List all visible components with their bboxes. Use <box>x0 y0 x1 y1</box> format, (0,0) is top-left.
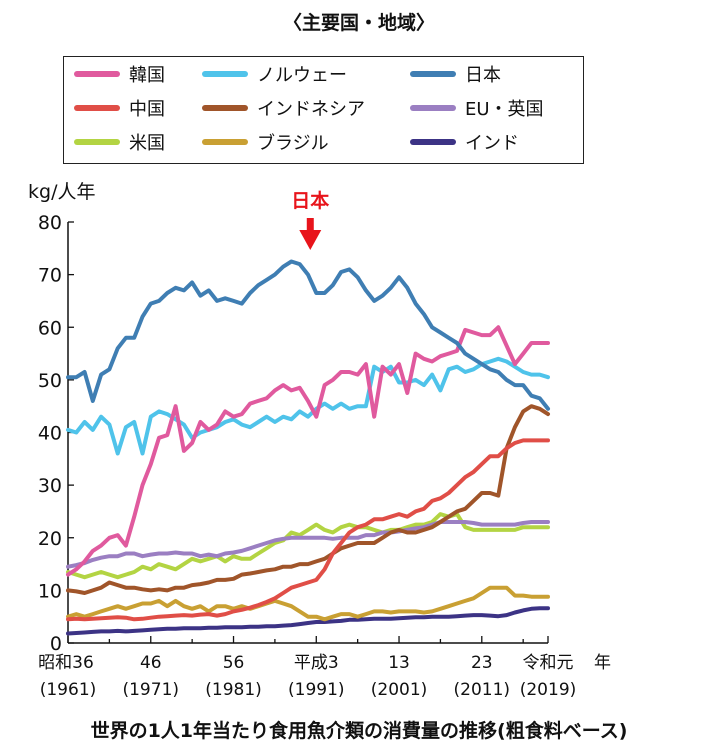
series-line <box>66 520 550 569</box>
legend-item: インドネシア <box>202 95 365 121</box>
legend-item: 日本 <box>410 61 501 87</box>
legend-item: 韓国 <box>74 61 165 87</box>
x-tick-label: 56 <box>223 653 245 673</box>
legend-swatch <box>410 139 456 145</box>
legend-swatch <box>202 105 248 111</box>
chart-caption: 世界の1人1年当たり食用魚介類の消費量の推移(粗食料ベース) <box>90 720 628 742</box>
series-line <box>66 606 550 636</box>
legend-label: ブラジル <box>257 133 329 154</box>
y-tick-label: 20 <box>38 528 62 550</box>
y-tick-label: 40 <box>38 423 62 445</box>
legend-label: ノルウェー <box>257 65 347 86</box>
legend-swatch <box>202 139 248 145</box>
axes: kg/人年 0 10 20 30 40 50 60 70 80 昭和36 (1961) 46 (1971)… <box>28 181 611 700</box>
annotation-arrow-head <box>299 230 322 250</box>
legend-item: インド <box>410 129 519 155</box>
x-tick-label: 令和元 <box>523 653 574 673</box>
legend-item: 中国 <box>74 95 165 121</box>
x-tick-label: 平成3 <box>294 653 339 673</box>
legend-swatch <box>74 71 120 77</box>
legend-swatch <box>202 71 248 77</box>
legend-item: ノルウェー <box>202 61 347 87</box>
y-tick-label: 10 <box>38 580 62 602</box>
series-line <box>66 512 550 580</box>
legend-label: 日本 <box>465 65 501 86</box>
chart-subtitle: 〈主要国・地域〉 <box>282 12 435 34</box>
y-tick-label: 50 <box>38 370 62 392</box>
legend-item: ブラジル <box>202 129 329 155</box>
x-tick-year-label: (1961) <box>40 680 97 700</box>
legend-label: 中国 <box>129 99 165 120</box>
legend-swatch <box>410 105 456 111</box>
annotation-arrow-shaft <box>306 218 314 232</box>
x-tick-year-label: (2019) <box>520 680 577 700</box>
legend-label: EU・英国 <box>465 99 544 120</box>
annotation-label: 日本 <box>291 189 329 212</box>
x-axis-label: 年 <box>594 653 611 673</box>
x-tick-year-label: (2001) <box>371 680 428 700</box>
y-axis-label: kg/人年 <box>28 181 95 203</box>
x-tick-label: 23 <box>471 653 493 673</box>
x-tick-year-label: (1991) <box>288 680 345 700</box>
legend-label: インドネシア <box>257 99 365 120</box>
x-tick-year-label: (1971) <box>122 680 179 700</box>
legend-swatch <box>410 71 456 77</box>
y-tick-label: 70 <box>38 265 62 287</box>
series-line <box>66 438 550 622</box>
annotation: 日本 <box>291 189 329 250</box>
line-chart: kg/人年 0 10 20 30 40 50 60 70 80 昭和36 (1961) 46 (1971)… <box>28 181 611 700</box>
x-tick-label: 13 <box>388 653 410 673</box>
legend-label: 米国 <box>129 133 165 154</box>
x-tick-label: 昭和36 <box>38 653 94 673</box>
series-line <box>66 325 550 577</box>
y-tick-label: 30 <box>38 475 62 497</box>
legend-swatch <box>74 139 120 145</box>
y-tick-label: 60 <box>38 317 62 339</box>
legend-label: 韓国 <box>129 65 165 86</box>
series-line <box>66 259 550 411</box>
x-tick-label: 46 <box>140 653 162 673</box>
legend-item: 米国 <box>74 129 165 155</box>
series-lines <box>66 259 550 636</box>
legend: 韓国中国米国 ノルウェーインドネシア ブラジル 日本 EU・英国インド <box>63 56 584 164</box>
series-line <box>66 356 550 456</box>
series-line <box>66 585 550 622</box>
x-tick-year-label: (1981) <box>205 680 262 700</box>
legend-label: インド <box>465 133 519 154</box>
x-tick-year-label: (2011) <box>454 680 511 700</box>
series-line <box>66 404 550 595</box>
y-tick-label: 0 <box>50 633 62 655</box>
legend-swatch <box>74 105 120 111</box>
y-tick-label: 80 <box>38 212 62 234</box>
legend-item: EU・英国 <box>410 95 544 121</box>
